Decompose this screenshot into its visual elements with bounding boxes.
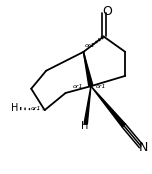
- Text: or1: or1: [95, 85, 106, 89]
- Polygon shape: [84, 86, 91, 124]
- Text: or1: or1: [31, 106, 42, 111]
- Polygon shape: [83, 52, 93, 87]
- Text: H: H: [81, 121, 88, 131]
- Text: or1: or1: [73, 85, 83, 89]
- Text: H: H: [11, 103, 19, 113]
- Polygon shape: [91, 86, 125, 127]
- Text: or1: or1: [85, 43, 95, 48]
- Text: O: O: [102, 5, 112, 18]
- Text: N: N: [139, 141, 148, 154]
